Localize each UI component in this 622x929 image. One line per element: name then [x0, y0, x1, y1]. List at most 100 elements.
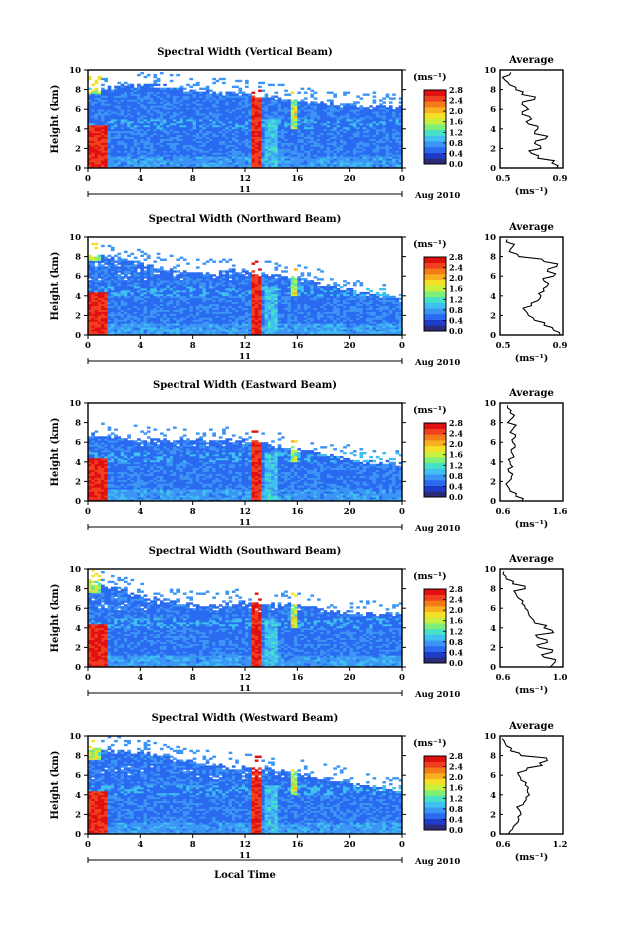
heatmap-cell — [147, 84, 151, 86]
heatmap-cell — [330, 92, 334, 94]
avg-x-tick-label: 0.9 — [553, 174, 568, 184]
heatmap-cell — [346, 92, 350, 94]
heatmap-cell — [310, 94, 314, 96]
heatmap-cell — [95, 257, 99, 259]
colorbar — [424, 90, 446, 164]
heatmap-cell — [288, 99, 292, 101]
heatmap-cell — [209, 94, 213, 96]
heatmap-cell — [281, 99, 285, 101]
heatmap-cell — [98, 76, 102, 78]
heatmap-cell — [104, 257, 108, 259]
heatmap-cell — [238, 88, 242, 90]
heatmap-cell — [167, 88, 171, 90]
heatmap-cell — [144, 259, 148, 261]
avg-profile-line — [503, 73, 559, 169]
heatmap-cell — [144, 253, 148, 255]
heatmap-cell — [271, 84, 275, 86]
heatmap-cell — [258, 90, 262, 92]
heatmap-cell — [366, 94, 370, 96]
heatmap-cell — [127, 255, 131, 257]
heatmap-cell — [157, 78, 161, 80]
heatmap-cell — [147, 255, 151, 257]
heatmap-cell — [157, 84, 161, 86]
heatmap-cell — [144, 84, 148, 86]
heatmap-cell — [392, 97, 396, 99]
heatmap-cell — [382, 105, 386, 107]
heatmap-cell — [340, 103, 344, 105]
colorbar-tick-label: 0.0 — [449, 159, 463, 169]
heatmap-cell — [284, 90, 288, 92]
y-tick-label: 4 — [75, 125, 81, 135]
heatmap-cell — [157, 274, 161, 276]
heatmap-cell — [98, 255, 102, 257]
heatmap-cell — [369, 105, 373, 107]
heatmap-cell — [202, 88, 206, 90]
heatmap-cell — [131, 84, 135, 86]
heatmap-cell — [337, 105, 341, 107]
heatmap-cell — [170, 74, 174, 76]
heatmap-cell — [222, 82, 226, 84]
heatmap-cell — [389, 101, 393, 103]
heatmap-cell — [196, 92, 200, 94]
heatmap-cell — [131, 253, 135, 255]
heatmap-cell — [252, 95, 256, 97]
heatmap-cell — [212, 78, 216, 80]
colorbar-tick-label: 2.4 — [449, 96, 463, 106]
heatmap-cell — [140, 86, 144, 88]
heatmap-cell — [117, 266, 121, 268]
colorbar-swatch — [424, 136, 446, 142]
heatmap-cell — [101, 245, 105, 247]
heatmap-cell — [255, 97, 259, 99]
heatmap-cell — [196, 82, 200, 84]
colorbar-swatch — [424, 147, 446, 153]
heatmap-cell — [167, 270, 171, 272]
heatmap-cell — [350, 103, 354, 105]
heatmap-cell — [91, 84, 95, 86]
heatmap-cell — [117, 253, 121, 255]
heatmap-cell — [150, 264, 154, 266]
heatmap-cell — [140, 255, 144, 257]
heatmap-cell — [343, 92, 347, 94]
heatmap-cell — [117, 86, 121, 88]
heatmap-cell — [373, 99, 377, 101]
heatmap-cell — [180, 280, 184, 282]
heatmap-cell — [95, 266, 99, 268]
heatmap-cell — [91, 257, 95, 259]
heatmap-cell — [131, 261, 135, 263]
heatmap-cell — [216, 94, 220, 96]
heatmap-cell — [327, 99, 331, 101]
heatmap-cell — [176, 259, 180, 261]
heatmap-cell — [170, 80, 174, 82]
colorbar-swatch — [424, 107, 446, 113]
heatmap-cell — [176, 88, 180, 90]
heatmap-cell — [111, 247, 115, 249]
heatmap-cell — [150, 84, 154, 86]
heatmap-cell — [124, 82, 128, 84]
heatmap-cell — [235, 94, 239, 96]
heatmap-cell — [117, 82, 121, 84]
heatmap-cell — [304, 101, 308, 103]
heatmap-cell — [219, 92, 223, 94]
colorbar-swatch — [424, 113, 446, 119]
heatmap-cell — [330, 99, 334, 101]
heatmap-cell — [108, 255, 112, 257]
heatmap-cell — [288, 94, 292, 96]
colorbar-tick-label: 2.8 — [449, 85, 463, 95]
heatmap-cell — [186, 262, 190, 264]
heatmap-cell — [222, 95, 226, 97]
heatmap-cell — [242, 92, 246, 94]
heatmap-cell — [157, 257, 161, 259]
heatmap-cell — [232, 92, 236, 94]
heatmap-cell — [340, 107, 344, 109]
heatmap-cell — [376, 105, 380, 107]
heatmap-cell — [183, 88, 187, 90]
avg-y-tick-label: 6 — [490, 105, 496, 115]
heatmap-cell — [212, 82, 216, 84]
heatmap-cell — [291, 99, 295, 101]
heatmap-cell — [114, 264, 118, 266]
heatmap-cell — [183, 259, 187, 261]
heatmap-cell — [373, 107, 377, 109]
heatmap-cell — [274, 99, 278, 101]
heatmap-cell — [95, 243, 99, 245]
heatmap-cell — [379, 99, 383, 101]
